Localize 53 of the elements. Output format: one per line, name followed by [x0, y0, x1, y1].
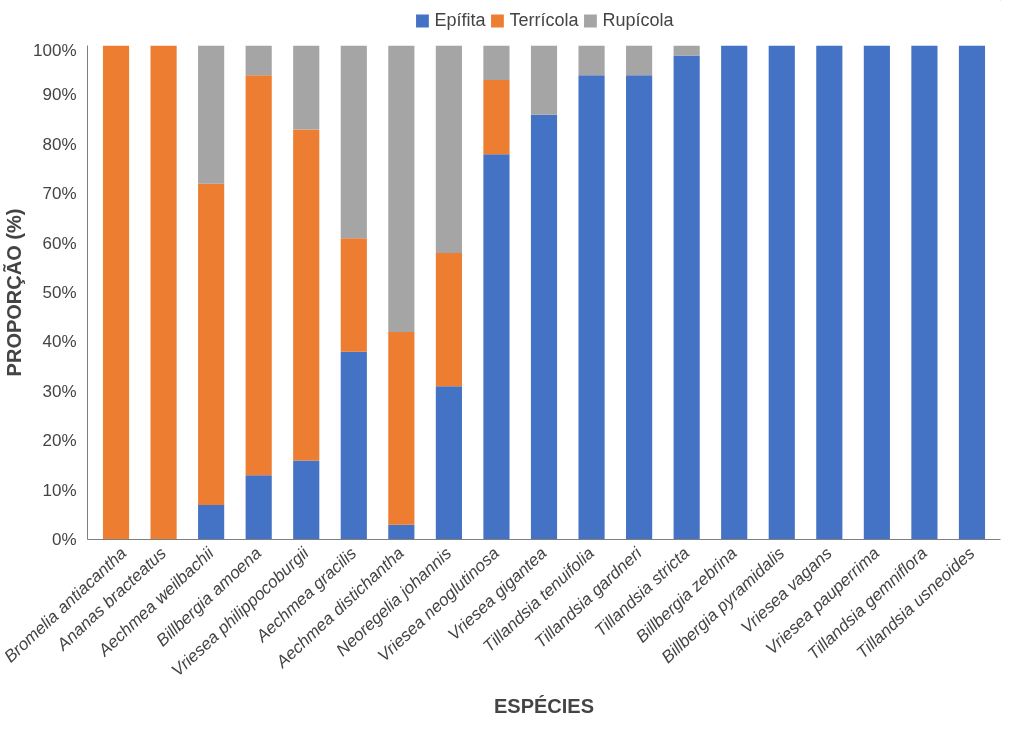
bar [721, 45, 748, 540]
bar [102, 45, 130, 540]
bar [198, 183, 225, 505]
bar [958, 45, 986, 540]
bar [768, 45, 795, 540]
y-tick-label: 100% [33, 40, 77, 60]
bar [863, 45, 890, 540]
y-tick-label: 60% [42, 233, 77, 253]
bar [293, 129, 320, 461]
bar [340, 351, 367, 540]
bar [388, 524, 415, 540]
bar [293, 460, 320, 540]
bar [293, 45, 320, 130]
x-axis-title: ESPÉCIES [493, 695, 595, 718]
legend-label: Terrícola [509, 9, 579, 31]
bar [340, 238, 367, 352]
y-tick-label: 50% [42, 283, 77, 302]
bar [245, 45, 272, 76]
bar [578, 75, 605, 540]
y-tick-label: 10% [42, 480, 77, 500]
bar [483, 154, 510, 540]
bar [673, 45, 700, 56]
bar [198, 504, 225, 540]
bar [245, 475, 272, 540]
bar [435, 45, 462, 253]
bar [816, 45, 843, 540]
bar [245, 75, 272, 476]
bar [673, 55, 700, 540]
bar [578, 45, 605, 76]
bar [483, 45, 510, 81]
legend-label: Epífita [434, 9, 486, 31]
bar [626, 45, 653, 76]
bar [435, 252, 462, 387]
y-tick-label: 80% [42, 134, 77, 154]
bar [530, 45, 558, 115]
y-tick-label: 0% [51, 530, 77, 549]
y-tick-label: 70% [42, 184, 77, 204]
bar [150, 45, 177, 540]
bar [388, 45, 415, 333]
y-tick-label: 30% [42, 381, 77, 401]
bar [530, 114, 558, 540]
bar [388, 332, 415, 525]
y-axis-title: PROPORÇÃO (%) [3, 208, 26, 377]
bar [911, 45, 938, 540]
bar [340, 45, 367, 239]
y-tick-label: 40% [42, 332, 77, 352]
bar [435, 386, 462, 540]
bar [483, 80, 510, 155]
bar [198, 45, 225, 184]
legend-label: Rupícola [602, 9, 674, 31]
y-tick-label: 20% [42, 431, 77, 451]
bar [626, 75, 653, 540]
y-tick-label: 90% [42, 85, 77, 105]
